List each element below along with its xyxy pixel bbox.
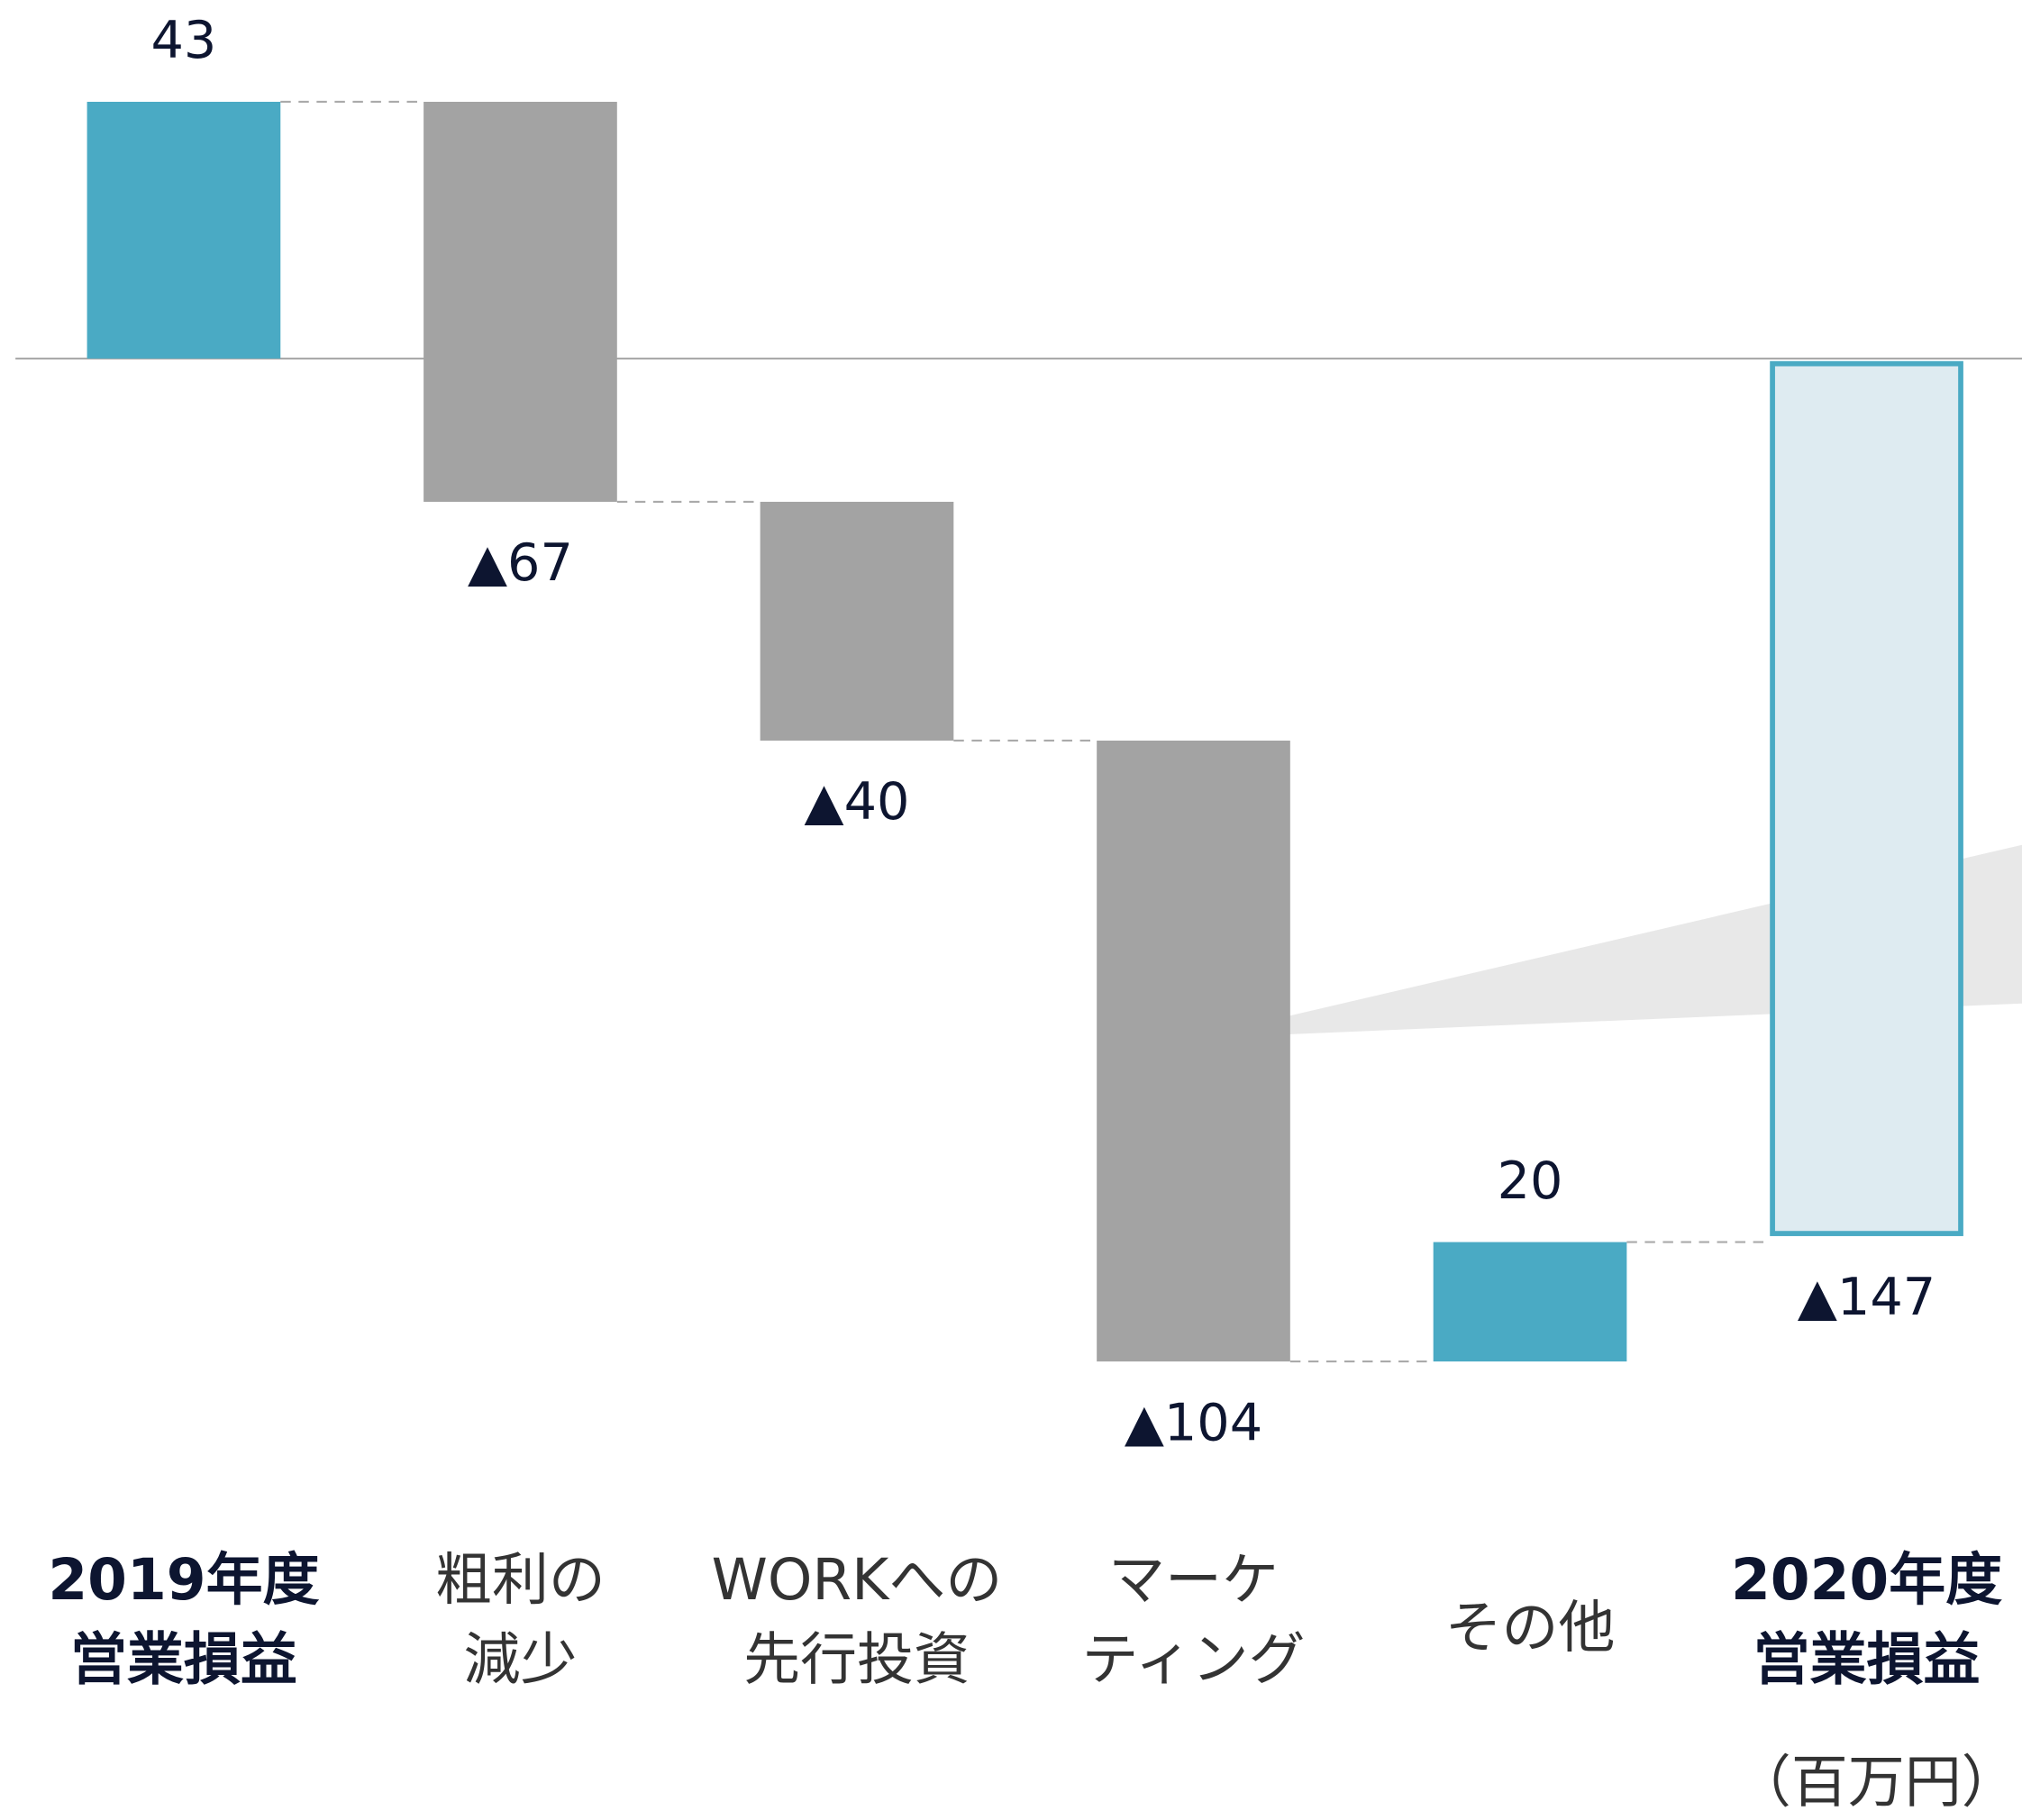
unit-label: （百万円） [1735,1750,2018,1815]
value-label: 43 [151,11,217,70]
bar [1097,740,1290,1362]
category-label: 粗利の [435,1547,606,1613]
bar [424,101,617,502]
value-label: ▲104 [1125,1393,1262,1452]
category-label: 2019年度 [48,1547,319,1613]
category-label: 減少 [463,1627,577,1693]
value-label: ▲40 [805,772,910,832]
category-label: WORKへの [712,1547,1003,1613]
category-label: マーケ [1108,1547,1279,1613]
value-label: 20 [1498,1151,1563,1211]
category-label: 2020年度 [1731,1547,2002,1613]
bar [1433,1242,1627,1362]
value-label: ▲67 [468,533,573,593]
category-label: 営業損益 [1753,1627,1981,1693]
bar [760,501,954,741]
category-label: 先行投資 [743,1627,970,1693]
bar [87,101,281,359]
category-label: ティング [1081,1627,1305,1693]
category-label: 営業損益 [70,1627,297,1693]
value-label: ▲147 [1798,1268,1935,1327]
bar [1770,360,1963,1236]
category-label: その他 [1445,1595,1616,1661]
